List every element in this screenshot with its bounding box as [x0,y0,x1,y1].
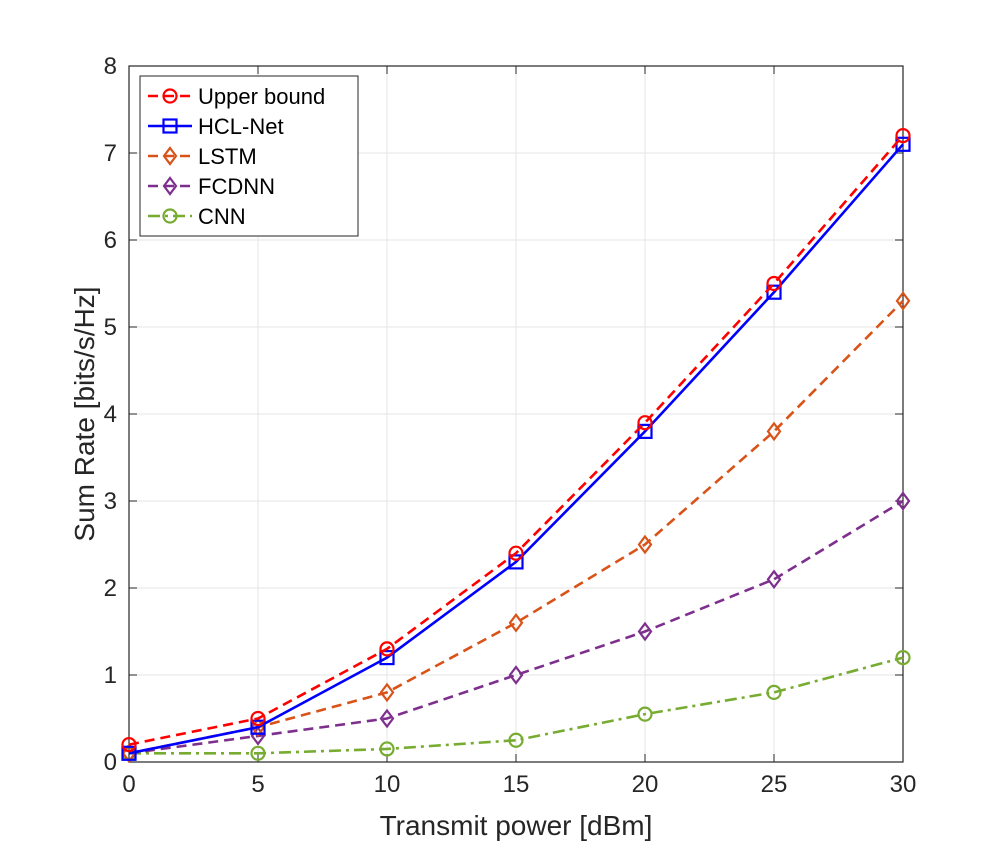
data-point-cnn [895,649,911,666]
legend-label-hcl-net: HCL-Net [198,114,284,139]
data-point-cnn [379,741,395,757]
x-tick-label: 30 [890,771,917,798]
y-tick-label: 8 [104,53,117,80]
data-point-lstm [508,612,524,633]
legend-label-upper-bound: Upper bound [198,84,325,109]
y-axis-title: Sum Rate [bits/s/Hz] [69,286,100,541]
data-point-fcdnn [379,708,395,729]
x-axis-title: Transmit power [dBm] [380,810,653,841]
y-tick-label: 1 [104,662,117,689]
y-tick-label: 5 [104,314,117,341]
series-line-cnn [129,656,904,755]
legend-label-lstm: LSTM [198,144,257,169]
data-point-cnn [250,745,266,761]
data-point-cnn [508,732,524,748]
x-tick-label: 10 [374,771,401,798]
data-point-upper-bound [379,641,395,657]
data-point-fcdnn [895,491,911,511]
data-point-lstm [379,682,395,703]
data-point-fcdnn [508,665,524,685]
data-point-upper-bound [766,275,782,292]
data-point-upper-bound [250,710,266,727]
series-line-upper-bound [128,134,904,746]
legend-label-fcdnn: FCDNN [198,174,275,199]
x-tick-label: 5 [251,771,264,798]
legend-marker-lstm [162,146,178,166]
x-tick-label: 15 [503,771,530,798]
data-point-hcl-net [121,745,137,761]
legend-marker-cnn [162,208,178,224]
legend-marker-fcdnn [162,176,178,196]
data-point-hcl-net [250,719,266,735]
y-tick-label: 2 [104,575,117,602]
y-tick-label: 0 [104,749,117,776]
data-point-lstm [766,421,782,442]
data-point-upper-bound [637,415,653,431]
data-point-upper-bound [508,545,524,561]
data-point-hcl-net [379,649,395,666]
x-tick-label: 20 [632,771,659,798]
legend-marker-hcl-net [162,118,178,134]
legend-label-cnn: CNN [198,204,246,229]
data-point-hcl-net [637,423,653,439]
series-layer [121,128,911,764]
data-point-lstm [895,291,911,311]
y-tick-label: 4 [104,401,117,428]
axes: 0 5 10 15 20 25 30 0 1 2 3 4 5 6 7 8 [104,53,917,798]
legend: Upper bound HCL-Net LSTM FCDNN CNN [139,75,359,237]
y-tick-label: 6 [104,227,117,254]
data-point-fcdnn [766,569,782,590]
series-cnn [121,649,911,761]
data-point-fcdnn [637,621,653,642]
data-point-upper-bound [121,736,137,753]
series-line-hcl-net [128,143,904,755]
x-tick-label: 25 [761,771,788,798]
data-point-hcl-net [508,554,524,570]
legend-marker-upper-bound [162,88,178,104]
data-point-upper-bound [895,128,911,144]
data-point-cnn [637,706,653,722]
series-upper-bound [121,128,911,753]
data-point-cnn [766,684,782,701]
x-tick-label: 0 [122,771,135,798]
y-tick-label: 3 [104,488,117,515]
y-tick-label: 7 [104,140,117,167]
data-point-lstm [637,534,653,555]
